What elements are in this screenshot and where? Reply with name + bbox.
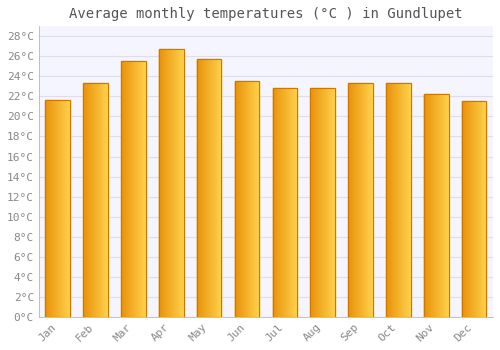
Title: Average monthly temperatures (°C ) in Gundlupet: Average monthly temperatures (°C ) in Gu…	[69, 7, 462, 21]
Bar	[84, 83, 108, 317]
Bar	[310, 89, 335, 317]
Bar	[348, 83, 373, 317]
Bar	[46, 100, 70, 317]
Bar	[272, 89, 297, 317]
Bar	[386, 83, 410, 317]
Bar	[462, 102, 486, 317]
Bar	[121, 61, 146, 317]
Bar	[424, 94, 448, 317]
Bar	[159, 49, 184, 317]
Bar	[197, 60, 222, 317]
Bar	[234, 82, 260, 317]
